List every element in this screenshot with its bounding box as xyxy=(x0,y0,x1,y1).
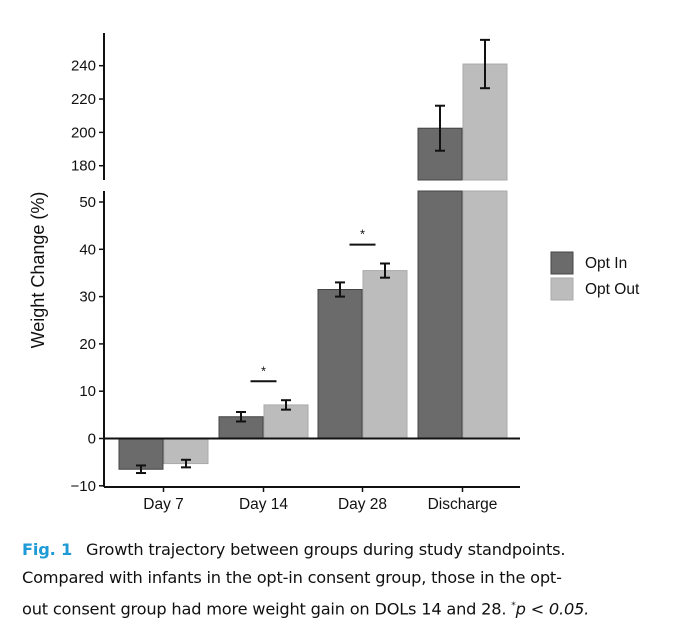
y-tick-label: 20 xyxy=(79,336,96,353)
y-tick-label: 40 xyxy=(79,241,96,258)
caption-pvalue: p < 0.05. xyxy=(515,599,590,619)
y-axis-label: Weight Change (%) xyxy=(28,192,48,349)
legend-label: Opt In xyxy=(585,255,627,272)
y-tick-label: 0 xyxy=(88,431,96,448)
y-tick-label: 200 xyxy=(71,124,96,141)
y-tick-label: 240 xyxy=(71,58,96,75)
bar-lower-0 xyxy=(417,190,463,439)
y-tick-label: 30 xyxy=(79,289,96,306)
bar-lower-1 xyxy=(462,190,508,439)
bar-0 xyxy=(118,438,164,470)
x-tick-label: Day 7 xyxy=(143,496,184,513)
x-tick-label: Day 14 xyxy=(239,496,288,513)
y-tick-label: 180 xyxy=(71,158,96,175)
bar-chart: −10 0 10 20 30 40 50 180 200 220 240 Weight Change … xyxy=(28,33,640,513)
bar-1 xyxy=(362,270,408,439)
caption-line-1: Growth trajectory between groups during … xyxy=(86,540,566,559)
caption-line-2: Compared with infants in the opt-in cons… xyxy=(22,568,562,587)
caption-star: * xyxy=(511,601,516,611)
y-tick-label: −10 xyxy=(71,478,96,495)
figure-caption: Fig. 1 Growth trajectory between groups d… xyxy=(22,536,672,623)
caption-line-3: out consent group had more weight gain o… xyxy=(22,599,512,619)
figure-label: Fig. 1 xyxy=(22,540,73,559)
y-tick-label: 10 xyxy=(79,383,96,400)
y-tick-label: 220 xyxy=(71,91,96,108)
x-tick-label: Discharge xyxy=(428,496,498,513)
bar-0 xyxy=(317,289,363,439)
y-tick-label: 50 xyxy=(79,194,96,211)
significance-star: * xyxy=(360,227,365,242)
legend-swatch-0 xyxy=(550,251,574,275)
x-tick-label: Day 28 xyxy=(338,496,387,513)
legend-label: Opt Out xyxy=(585,281,640,298)
significance-star: * xyxy=(261,363,266,378)
legend-swatch-1 xyxy=(550,277,574,301)
